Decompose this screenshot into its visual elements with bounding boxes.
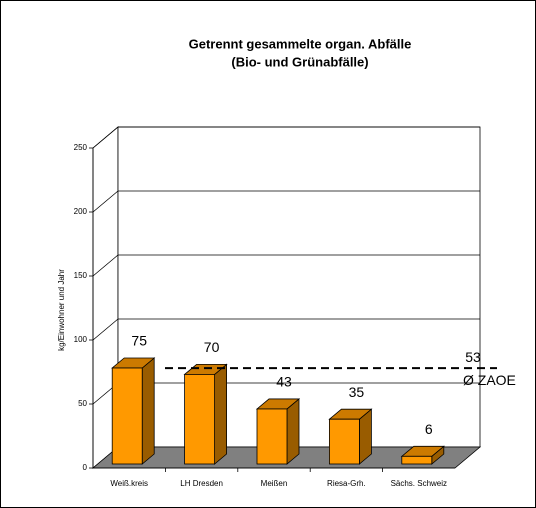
bar — [256, 408, 288, 465]
average-label: Ø ZAOE — [463, 372, 516, 388]
y-tick-label: 50 — [78, 399, 87, 408]
value-label: 43 — [276, 374, 292, 390]
y-tick-label: 150 — [74, 271, 88, 280]
x-tick-label: Weiß.kreis — [110, 479, 148, 488]
x-tick-label: Riesa-Grh. — [327, 479, 366, 488]
chart-title: Getrennt gesammelte organ. Abfälle — [189, 36, 412, 51]
average-value: 53 — [465, 349, 481, 365]
grid-line — [92, 254, 119, 277]
x-tick-label: Sächs. Schweiz — [391, 479, 447, 488]
value-label: 6 — [425, 421, 433, 437]
value-label: 35 — [349, 384, 365, 400]
y-tick-label: 200 — [74, 207, 88, 216]
y-tick-label: 100 — [74, 335, 88, 344]
bar — [111, 367, 143, 465]
y-axis-label: kg/Einwohner und Jahr — [57, 269, 66, 351]
y-tick-label: 250 — [74, 143, 88, 152]
grid-line — [92, 126, 119, 149]
bar — [184, 373, 216, 465]
bar-side — [286, 398, 300, 465]
bar-side — [214, 363, 228, 465]
bar — [401, 455, 433, 465]
value-label: 70 — [204, 339, 220, 355]
value-label: 75 — [131, 333, 147, 349]
grid-line — [92, 318, 119, 341]
x-tick-label: LH Dresden — [180, 479, 223, 488]
grid-line — [92, 190, 119, 213]
y-tick-label: 0 — [83, 463, 88, 472]
bar-side — [141, 357, 155, 465]
bar — [328, 418, 360, 465]
x-tick-label: Meißen — [261, 479, 288, 488]
chart-subtitle: (Bio- und Grünabfälle) — [231, 54, 368, 69]
